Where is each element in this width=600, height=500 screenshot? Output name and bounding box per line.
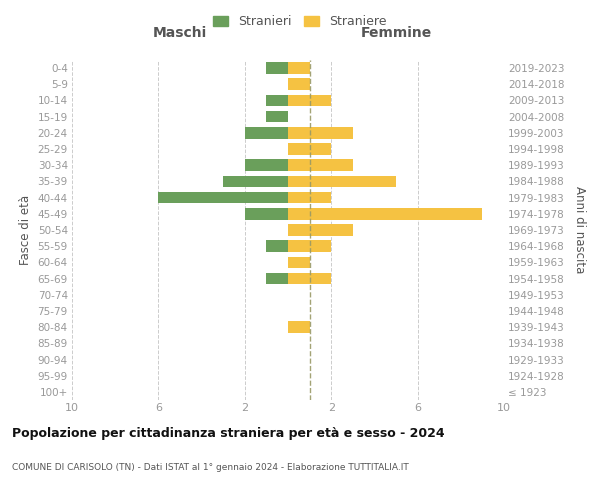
Bar [223, 176, 288, 188]
Bar [288, 322, 310, 333]
Y-axis label: Fasce di età: Fasce di età [19, 195, 32, 265]
Bar [288, 208, 482, 220]
Y-axis label: Anni di nascita: Anni di nascita [573, 186, 586, 274]
Bar [288, 192, 331, 203]
Bar [288, 240, 331, 252]
Bar [245, 208, 288, 220]
Bar [288, 94, 331, 106]
Bar [158, 192, 288, 203]
Bar [288, 78, 310, 90]
Bar [245, 127, 288, 138]
Legend: Stranieri, Straniere: Stranieri, Straniere [209, 11, 391, 32]
Text: Popolazione per cittadinanza straniera per età e sesso - 2024: Popolazione per cittadinanza straniera p… [12, 428, 445, 440]
Bar [288, 224, 353, 236]
Bar [266, 94, 288, 106]
Bar [288, 160, 353, 171]
Bar [266, 62, 288, 74]
Bar [288, 256, 310, 268]
Bar [288, 62, 310, 74]
Text: Femmine: Femmine [361, 26, 431, 40]
Bar [288, 143, 331, 155]
Bar [245, 160, 288, 171]
Bar [266, 272, 288, 284]
Bar [266, 240, 288, 252]
Text: COMUNE DI CARISOLO (TN) - Dati ISTAT al 1° gennaio 2024 - Elaborazione TUTTITALI: COMUNE DI CARISOLO (TN) - Dati ISTAT al … [12, 462, 409, 471]
Bar [266, 111, 288, 122]
Bar [288, 176, 396, 188]
Text: Maschi: Maschi [153, 26, 207, 40]
Bar [288, 272, 331, 284]
Bar [288, 127, 353, 138]
